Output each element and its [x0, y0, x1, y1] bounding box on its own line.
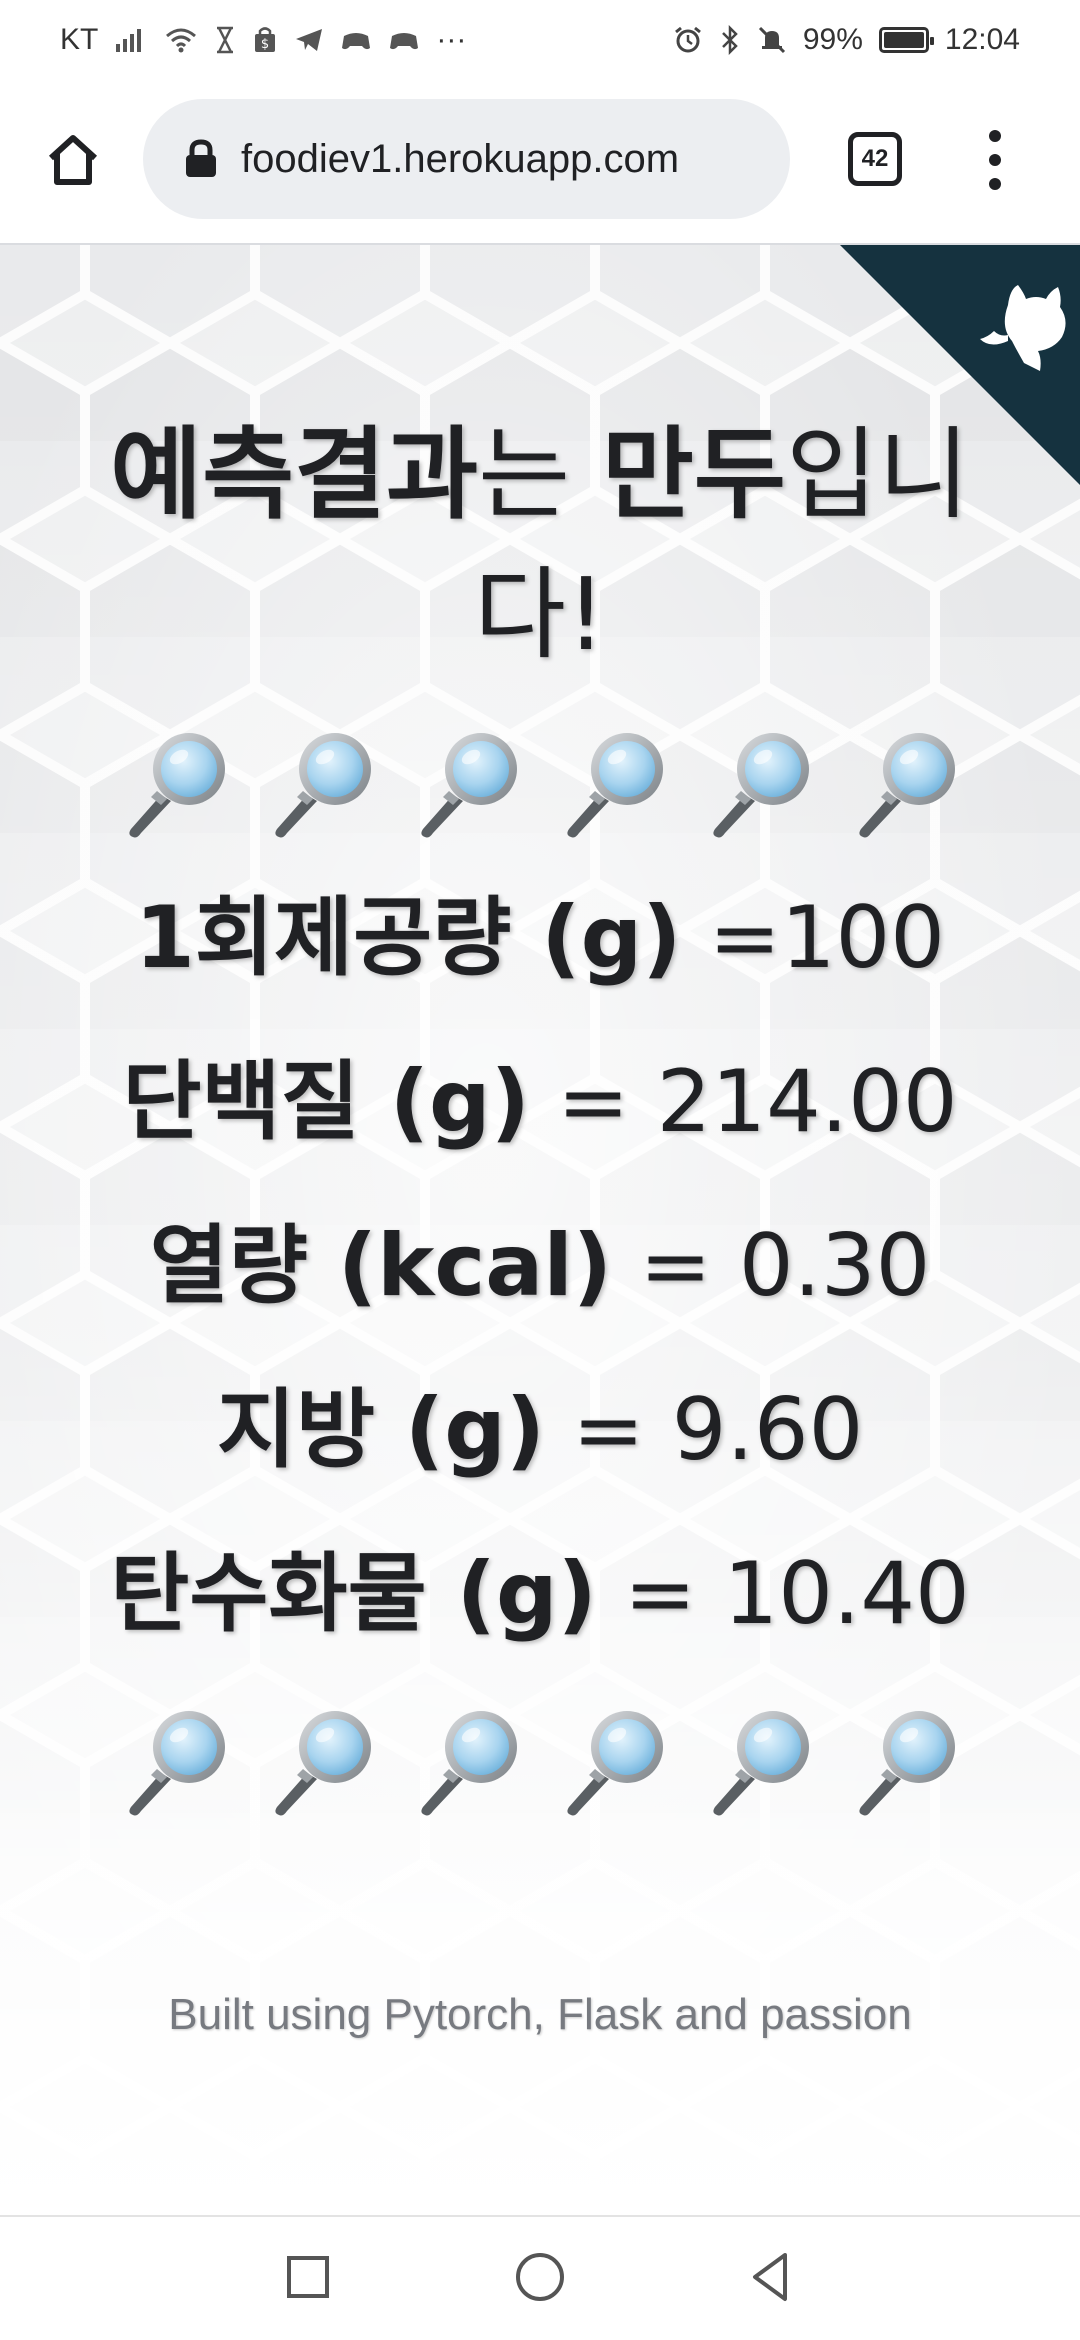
nutrient-value: = 214.00 — [529, 1052, 958, 1152]
home-nav-button[interactable] — [510, 2247, 570, 2307]
magnifier-icon — [129, 1711, 225, 1816]
browser-toolbar: foodiev1.herokuapp.com 42 — [0, 80, 1080, 245]
magnifier-icon — [275, 733, 371, 838]
magnifier-icon — [421, 1711, 517, 1816]
nutrient-fat: 지방 (g) = 9.60 — [0, 1375, 1080, 1485]
hourglass-icon — [217, 26, 234, 54]
address-bar[interactable]: foodiev1.herokuapp.com — [143, 99, 790, 219]
battery-percent: 99% — [802, 23, 863, 56]
nutrient-label: 1회제공량 (g) — [135, 888, 682, 988]
mute-icon — [758, 26, 785, 54]
nutrient-label: 열량 (kcal) — [149, 1216, 613, 1316]
home-button[interactable] — [38, 125, 108, 195]
status-right: 99% 12:04 — [673, 23, 1020, 57]
bluetooth-icon — [721, 25, 738, 55]
web-page: 예측결과는 만두입니다! 1회제공량 (g) =100 단백질 (g) = 21… — [0, 245, 1080, 2215]
alarm-icon — [674, 26, 701, 53]
magnifier-icon — [713, 733, 809, 838]
title-strong-food-name: 만두 — [601, 416, 786, 533]
circle-icon — [516, 2253, 564, 2301]
game-icon — [342, 33, 371, 50]
wifi-icon — [166, 28, 197, 53]
github-corner-link[interactable] — [840, 245, 1080, 485]
status-bar: KT $ ··· — [0, 0, 1080, 80]
back-button[interactable] — [740, 2247, 800, 2307]
square-icon — [287, 2256, 329, 2298]
nutrient-label: 탄수화물 (g) — [110, 1544, 597, 1644]
hexagon-background — [0, 245, 1080, 2215]
signal-icon — [116, 29, 142, 52]
back-triangle-icon — [753, 2253, 787, 2301]
github-octocat-icon — [980, 285, 1066, 371]
nutrient-protein: 단백질 (g) = 214.00 — [0, 1047, 1080, 1157]
telegram-icon — [296, 29, 323, 51]
title-plain-ending: 입니다! — [473, 416, 970, 673]
system-navigation-bar — [0, 2215, 1080, 2340]
nutrient-value: = 9.60 — [545, 1380, 864, 1480]
nutrient-value: = 10.40 — [596, 1544, 970, 1644]
nutrient-value: = 0.30 — [612, 1216, 931, 1316]
title-plain-particle: 는 — [478, 416, 602, 533]
magnifier-row-bottom — [0, 1703, 1080, 1819]
menu-icon-dot — [989, 178, 1001, 190]
lock-icon[interactable] — [183, 139, 219, 179]
more-icon: ··· — [436, 23, 467, 56]
menu-icon — [989, 130, 1001, 142]
url-text[interactable]: foodiev1.herokuapp.com — [241, 136, 680, 181]
tab-switcher-button[interactable]: 42 — [848, 132, 902, 186]
menu-button[interactable] — [970, 130, 1020, 190]
nutrient-serving-size: 1회제공량 (g) =100 — [0, 883, 1080, 993]
nutrient-carbohydrate: 탄수화물 (g) = 10.40 — [0, 1539, 1080, 1649]
game-icon-2 — [390, 33, 419, 50]
prediction-result-title: 예측결과는 만두입니다! — [80, 405, 1000, 685]
title-strong-prediction: 예측결과 — [110, 416, 479, 533]
magnifier-icon — [567, 733, 663, 838]
magnifier-icon — [129, 733, 225, 838]
carrier-label: KT — [60, 23, 99, 56]
home-icon — [48, 135, 98, 185]
magnifier-icon — [859, 733, 955, 838]
menu-icon-dot — [989, 154, 1001, 166]
recents-button[interactable] — [278, 2247, 338, 2307]
footer-credit: Built using Pytorch, Flask and passion — [168, 1990, 912, 2039]
status-left: KT $ ··· — [60, 23, 466, 57]
shopping-bag-icon: $ — [255, 27, 276, 52]
magnifier-icon — [275, 1711, 371, 1816]
magnifier-row-top — [0, 725, 1080, 841]
magnifier-icon — [421, 733, 517, 838]
magnifier-icon — [567, 1711, 663, 1816]
nutrient-label: 단백질 (g) — [122, 1052, 530, 1152]
svg-text:$: $ — [261, 37, 269, 52]
battery-level — [883, 32, 924, 48]
nutrient-value: =100 — [681, 888, 945, 988]
clock: 12:04 — [944, 23, 1020, 56]
magnifier-icon — [713, 1711, 809, 1816]
tab-count: 42 — [861, 145, 889, 172]
magnifier-icon — [859, 1711, 955, 1816]
battery-icon — [878, 27, 934, 53]
nutrient-label: 지방 (g) — [216, 1380, 546, 1480]
nutrient-calories: 열량 (kcal) = 0.30 — [0, 1211, 1080, 1321]
